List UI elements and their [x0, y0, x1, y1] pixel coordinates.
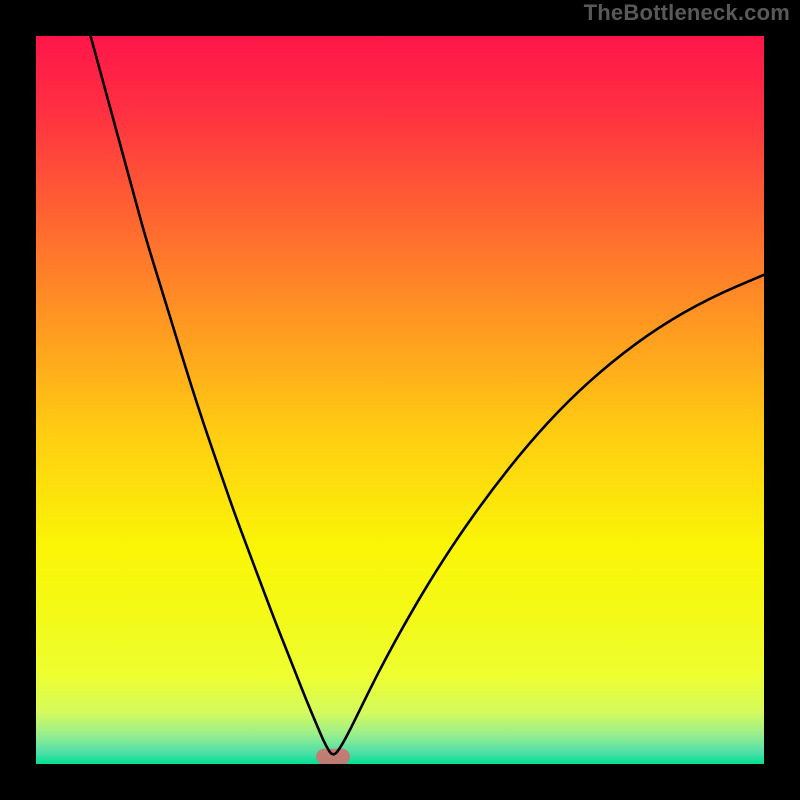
watermark-text: TheBottleneck.com	[584, 0, 790, 26]
chart-frame: TheBottleneck.com	[0, 0, 800, 800]
optimal-marker	[316, 749, 350, 764]
plot-area	[36, 36, 764, 764]
bottleneck-chart	[36, 36, 764, 764]
gradient-background	[36, 36, 764, 764]
